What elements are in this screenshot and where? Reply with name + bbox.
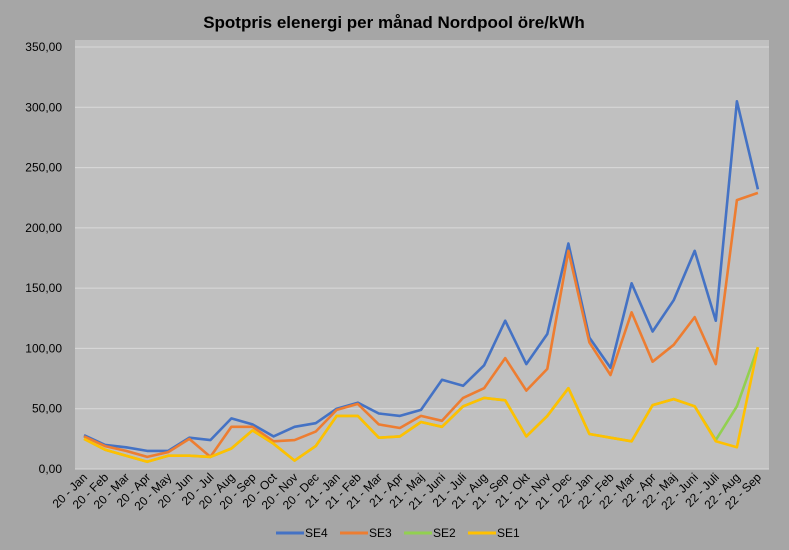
y-tick-label: 100,00: [25, 341, 62, 355]
y-tick-label: 350,00: [25, 40, 62, 54]
chart-title: Spotpris elenergi per månad Nordpool öre…: [203, 13, 585, 32]
y-tick-label: 200,00: [25, 221, 62, 235]
series-line-se3: [83, 191, 759, 459]
legend-label: SE3: [369, 526, 392, 540]
legend-label: SE2: [433, 526, 456, 540]
series-line-se4: [83, 100, 760, 453]
y-tick-label: 50,00: [32, 402, 62, 416]
y-tick-label: 250,00: [25, 161, 62, 175]
legend-item-se4: SE4: [276, 526, 328, 540]
plot-area: [75, 40, 769, 469]
legend-item-se1: SE1: [468, 526, 520, 540]
y-tick-label: 150,00: [25, 281, 62, 295]
legend-label: SE1: [497, 526, 520, 540]
series-line-se1: [83, 346, 760, 464]
y-tick-label: 300,00: [25, 100, 62, 114]
legend-item-se2: SE2: [404, 526, 456, 540]
legend-label: SE4: [305, 526, 328, 540]
legend-item-se3: SE3: [340, 526, 392, 540]
y-tick-label: 0,00: [39, 462, 63, 476]
